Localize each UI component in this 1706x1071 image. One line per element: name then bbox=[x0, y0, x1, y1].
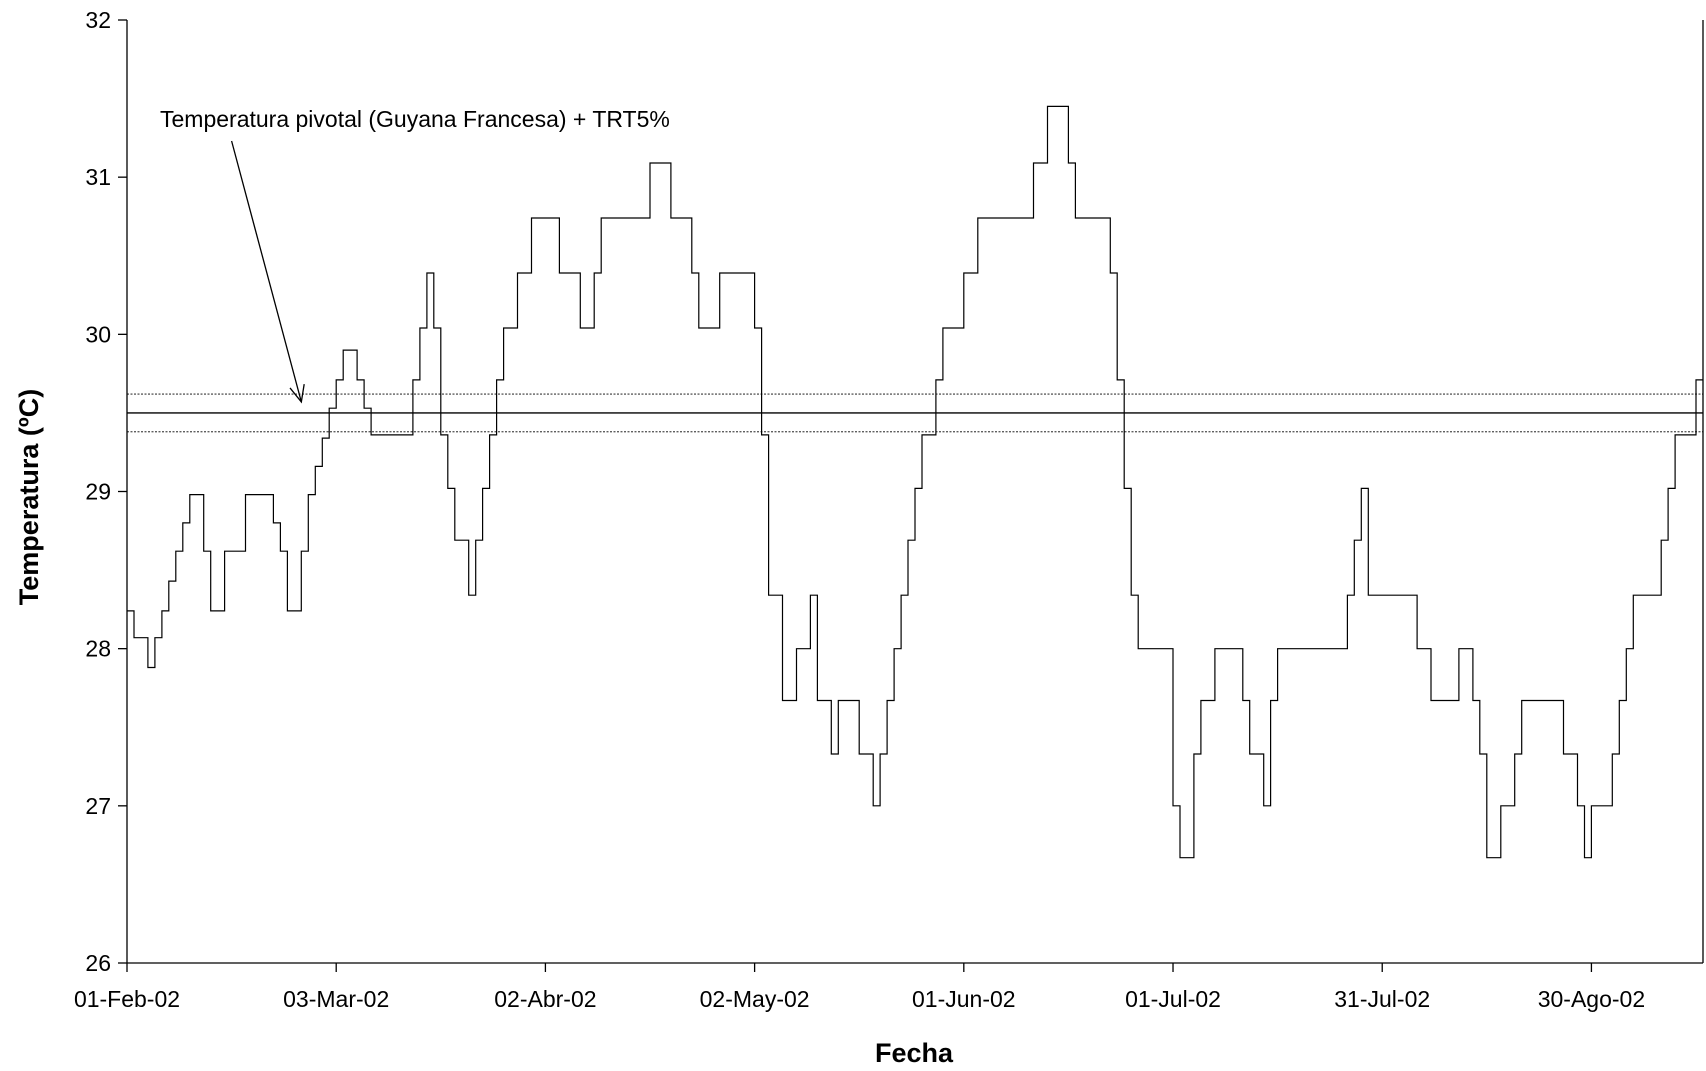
y-tick-label: 29 bbox=[85, 479, 111, 505]
y-tick-label: 30 bbox=[85, 321, 111, 347]
x-tick-label: 01-Jun-02 bbox=[912, 986, 1016, 1012]
annotation: Temperatura pivotal (Guyana Francesa) + … bbox=[160, 106, 670, 404]
x-tick-label: 03-Mar-02 bbox=[283, 986, 389, 1012]
temperature-series bbox=[127, 105, 1703, 859]
x-tick-label: 30-Ago-02 bbox=[1538, 986, 1645, 1012]
y-axis: 26 27 28 29 30 31 32 bbox=[85, 7, 127, 976]
y-tick-label: 31 bbox=[85, 164, 111, 190]
x-axis: 01-Feb-02 03-Mar-02 02-Abr-02 02-May-02 01-J… bbox=[74, 963, 1645, 1012]
y-tick-label: 27 bbox=[85, 793, 111, 819]
annotation-arrow-head bbox=[289, 384, 305, 404]
series-line bbox=[127, 105, 1703, 859]
annotation-text: Temperatura pivotal (Guyana Francesa) + … bbox=[160, 106, 670, 132]
x-axis-title: Fecha bbox=[875, 1038, 954, 1068]
annotation-arrow-line bbox=[230, 140, 302, 403]
x-tick-label: 02-Abr-02 bbox=[494, 986, 596, 1012]
x-tick-label: 02-May-02 bbox=[700, 986, 810, 1012]
x-tick-label: 01-Jul-02 bbox=[1125, 986, 1221, 1012]
x-tick-label: 31-Jul-02 bbox=[1334, 986, 1430, 1012]
y-tick-label: 32 bbox=[85, 7, 111, 33]
y-tick-label: 28 bbox=[85, 636, 111, 662]
pivotal-temperature-lines bbox=[127, 393, 1703, 433]
x-tick-label: 01-Feb-02 bbox=[74, 986, 180, 1012]
y-tick-label: 26 bbox=[85, 950, 111, 976]
y-axis-title: Temperatura (ºC) bbox=[14, 389, 44, 605]
